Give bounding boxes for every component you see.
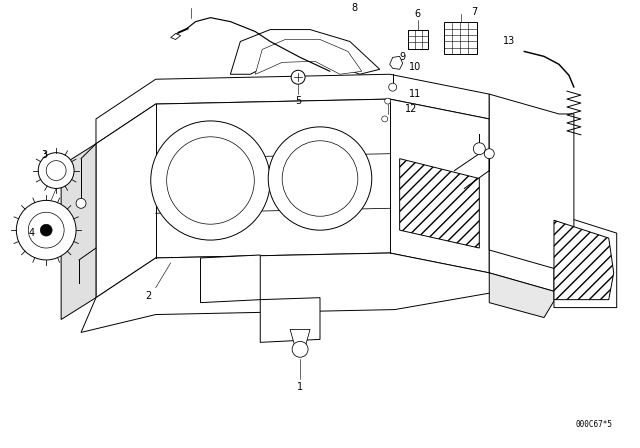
Polygon shape (444, 22, 477, 54)
Circle shape (46, 161, 66, 181)
Circle shape (292, 341, 308, 357)
Text: 6: 6 (415, 9, 420, 19)
Circle shape (38, 153, 74, 189)
Polygon shape (96, 99, 489, 297)
Text: 000C67*5: 000C67*5 (575, 420, 612, 429)
Text: 5: 5 (295, 96, 301, 106)
Polygon shape (290, 329, 310, 347)
Polygon shape (489, 94, 574, 270)
Polygon shape (399, 159, 479, 248)
Text: 9: 9 (399, 52, 406, 62)
Polygon shape (96, 74, 489, 144)
Polygon shape (390, 56, 403, 69)
Polygon shape (554, 220, 614, 300)
Polygon shape (230, 30, 380, 74)
Circle shape (166, 137, 254, 224)
Circle shape (17, 200, 76, 260)
Polygon shape (255, 39, 362, 74)
Text: 12: 12 (405, 104, 418, 114)
Polygon shape (260, 297, 320, 342)
Circle shape (282, 141, 358, 216)
Polygon shape (171, 34, 180, 39)
Circle shape (388, 83, 397, 91)
Circle shape (268, 127, 372, 230)
Circle shape (385, 98, 390, 104)
Text: 13: 13 (503, 36, 515, 47)
Circle shape (28, 212, 64, 248)
Text: 8: 8 (352, 3, 358, 13)
Circle shape (291, 70, 305, 84)
Polygon shape (200, 255, 260, 303)
Text: 7: 7 (471, 7, 477, 17)
Circle shape (40, 224, 52, 236)
Polygon shape (408, 30, 428, 49)
Text: 11: 11 (408, 89, 420, 99)
Circle shape (381, 116, 388, 122)
Polygon shape (61, 144, 96, 319)
Polygon shape (489, 273, 559, 318)
Circle shape (484, 149, 494, 159)
Text: 10: 10 (408, 62, 420, 72)
Polygon shape (489, 119, 559, 293)
Circle shape (474, 143, 485, 155)
Text: 1: 1 (297, 382, 303, 392)
Circle shape (151, 121, 270, 240)
Polygon shape (554, 213, 617, 308)
Text: 4: 4 (28, 228, 35, 238)
Text: 3: 3 (41, 150, 47, 159)
Polygon shape (81, 253, 509, 332)
Text: 2: 2 (146, 291, 152, 301)
Circle shape (76, 198, 86, 208)
